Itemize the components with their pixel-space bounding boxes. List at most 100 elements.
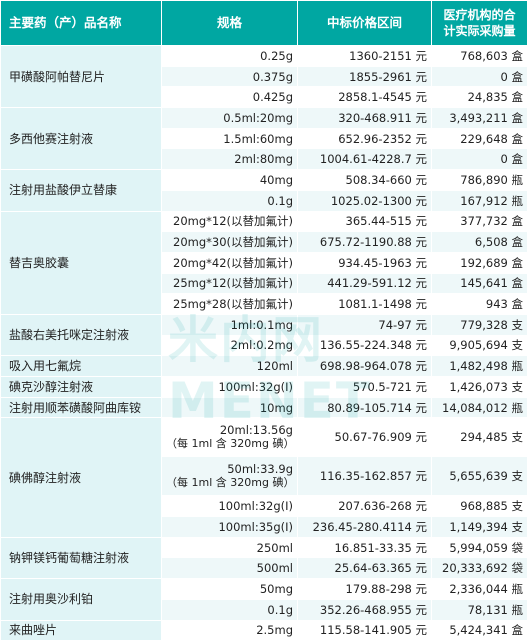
spec-note: （每 1ml 含 320mg 碘） [166,437,293,451]
price-range-cell: 1081.1-1498 元 [298,294,432,315]
price-range-cell: 1360-2151 元 [298,46,432,67]
header-spec: 规格 [162,1,298,46]
price-range-cell: 115.58-141.905 元 [298,620,432,641]
price-range-cell: 116.35-162.857 元 [298,457,432,496]
spec-cell: 500ml [162,558,298,579]
price-range-cell: 236.45-280.4114 元 [298,517,432,538]
spec-cell: 50ml:33.9g（每 1ml 含 320mg 碘） [162,457,298,496]
header-product-name: 主要药（产）品名称 [1,1,162,46]
spec-cell: 2.5mg [162,620,298,641]
purchase-volume-cell: 943 盒 [432,294,527,315]
spec-cell: 120ml [162,356,298,377]
price-range-cell: 352.26-468.955 元 [298,599,432,620]
purchase-volume-cell: 192,689 盒 [432,252,527,273]
product-name-cell: 碘佛醇注射液 [1,418,162,537]
product-name-cell: 注射用盐酸伊立替康 [1,170,162,211]
purchase-volume-cell: 779,328 支 [432,314,527,335]
purchase-volume-cell: 9,905,694 支 [432,335,527,356]
purchase-volume-cell: 3,493,211 盒 [432,108,527,129]
spec-cell: 20mg*12(以替加氟计) [162,211,298,232]
purchase-volume-cell: 145,641 盒 [432,273,527,294]
product-name-cell: 多西他赛注射液 [1,108,162,170]
spec-cell: 0.375g [162,66,298,87]
purchase-volume-cell: 968,885 支 [432,496,527,517]
table-header-row: 主要药（产）品名称 规格 中标价格区间 医疗机构的合 计实际采购量 [1,1,527,46]
purchase-volume-cell: 229,648 盒 [432,128,527,149]
purchase-volume-cell: 1,149,394 支 [432,517,527,538]
price-range-cell: 441.29-591.12 元 [298,273,432,294]
header-purchase-volume: 医疗机构的合 计实际采购量 [432,1,527,46]
price-range-cell: 365.44-515 元 [298,211,432,232]
spec-line: 20ml:13.56g [166,423,293,437]
purchase-volume-cell: 2,336,044 瓶 [432,579,527,600]
spec-cell: 0.25g [162,46,298,67]
spec-cell: 1.5ml:60mg [162,128,298,149]
purchase-volume-cell: 5,994,059 袋 [432,537,527,558]
price-range-cell: 50.67-76.909 元 [298,418,432,457]
price-range-cell: 652.96-2352 元 [298,128,432,149]
price-range-cell: 179.88-298 元 [298,579,432,600]
product-name-cell: 来曲唑片 [1,620,162,641]
purchase-volume-cell: 1,482,498 瓶 [432,356,527,377]
price-range-cell: 934.45-1963 元 [298,252,432,273]
price-range-cell: 1004.61-4228.7 元 [298,149,432,170]
spec-cell: 100ml:32g(I) [162,377,298,398]
purchase-volume-cell: 0 盒 [432,66,527,87]
spec-cell: 25mg*12(以替加氟计) [162,273,298,294]
price-range-cell: 698.98-964.078 元 [298,356,432,377]
spec-cell: 2ml:80mg [162,149,298,170]
spec-cell: 20mg*42(以替加氟计) [162,252,298,273]
purchase-volume-cell: 1,426,073 支 [432,377,527,398]
spec-cell: 20ml:13.56g（每 1ml 含 320mg 碘） [162,418,298,457]
purchase-volume-cell: 20,333,692 袋 [432,558,527,579]
purchase-volume-cell: 786,890 瓶 [432,170,527,191]
purchase-volume-cell: 0 盒 [432,149,527,170]
price-range-cell: 320-468.911 元 [298,108,432,129]
purchase-volume-cell: 167,912 瓶 [432,190,527,211]
header-purchase-volume-line1: 医疗机构的合 [435,7,524,23]
price-range-cell: 1855-2961 元 [298,66,432,87]
spec-cell: 10mg [162,397,298,418]
spec-cell: 20mg*30(以替加氟计) [162,232,298,253]
purchase-volume-cell: 5,655,639 支 [432,457,527,496]
product-name-cell: 注射用奥沙利铂 [1,579,162,620]
price-range-cell: 570.5-721 元 [298,377,432,398]
purchase-volume-cell: 78,131 瓶 [432,599,527,620]
spec-cell: 1ml:0.1mg [162,314,298,335]
spec-cell: 0.1g [162,599,298,620]
price-range-cell: 25.64-63.365 元 [298,558,432,579]
price-range-cell: 508.34-660 元 [298,170,432,191]
purchase-volume-cell: 24,835 盒 [432,87,527,108]
product-name-cell: 替吉奥胶囊 [1,211,162,314]
purchase-volume-cell: 5,424,341 盒 [432,620,527,641]
price-range-cell: 80.89-105.714 元 [298,397,432,418]
purchase-volume-cell: 6,508 盒 [432,232,527,253]
header-price-range: 中标价格区间 [298,1,432,46]
product-name-cell: 吸入用七氟烷 [1,356,162,377]
spec-cell: 100ml:35g(I) [162,517,298,538]
price-range-cell: 675.72-1190.88 元 [298,232,432,253]
product-name-cell: 碘克沙醇注射液 [1,377,162,398]
purchase-volume-cell: 768,603 盒 [432,46,527,67]
header-purchase-volume-line2: 计实际采购量 [435,23,524,39]
spec-cell: 2ml:0.2mg [162,335,298,356]
purchase-volume-cell: 14,084,012 瓶 [432,397,527,418]
spec-cell: 0.1g [162,190,298,211]
price-range-cell: 1025.02-1300 元 [298,190,432,211]
product-name-cell: 注射用顺苯磺酸阿曲库铵 [1,397,162,418]
spec-note: （每 1ml 含 320mg 碘） [166,476,293,490]
purchase-volume-cell: 294,485 支 [432,418,527,457]
product-name-cell: 甲磺酸阿帕替尼片 [1,46,162,108]
